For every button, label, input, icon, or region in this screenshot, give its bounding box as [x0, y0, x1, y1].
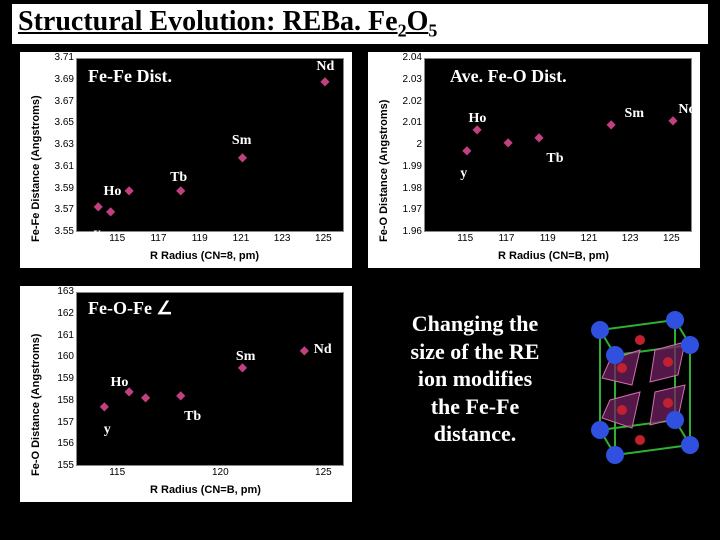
data-point: ◆: [125, 186, 133, 194]
xlabel: R Radius (CN=8, pm): [150, 250, 259, 262]
y-tick: 3.63: [44, 140, 74, 150]
crystal-structure-icon: [580, 300, 710, 470]
y-tick: 3.57: [44, 205, 74, 215]
data-point: ◆: [668, 116, 676, 124]
data-point: ◆: [176, 391, 184, 399]
point-label: Ho: [469, 111, 487, 127]
point-label: Tb: [184, 409, 201, 425]
x-tick: 117: [494, 234, 518, 244]
data-point: ◆: [141, 393, 149, 401]
point-label: Ho: [104, 184, 122, 200]
x-tick: 117: [146, 234, 170, 244]
point-label: Sm: [236, 349, 255, 365]
x-tick: 120: [208, 468, 232, 478]
y-tick: 2.01: [392, 118, 422, 128]
x-tick: 115: [105, 468, 129, 478]
y-tick: 159: [44, 374, 74, 384]
y-tick: 3.59: [44, 184, 74, 194]
y-tick: 1.97: [392, 205, 422, 215]
data-point: ◆: [503, 138, 511, 146]
y-tick: 160: [44, 352, 74, 362]
chart-fe-o-fe: Fe-O Distance (Angstroms) 15515615715815…: [20, 286, 352, 502]
y-tick: 156: [44, 439, 74, 449]
y-tick: 2.04: [392, 53, 422, 63]
y-tick: 157: [44, 418, 74, 428]
point-label: Tb: [170, 170, 187, 186]
point-label: Nd: [316, 59, 334, 75]
xlabel: R Radius (CN=B, pm): [498, 250, 609, 262]
data-point: ◆: [462, 146, 470, 154]
y-tick: 3.71: [44, 53, 74, 63]
y-tick: 3.61: [44, 162, 74, 172]
point-label: y: [460, 166, 467, 182]
point-label: Ho: [111, 375, 129, 391]
chart-title-fe-o-fe: Fe-O-Fe ∠: [88, 298, 173, 319]
data-point: ◆: [320, 77, 328, 85]
point-label: Sm: [625, 106, 644, 122]
y-tick: 2.03: [392, 75, 422, 85]
x-tick: 121: [577, 234, 601, 244]
data-point: ◆: [300, 346, 308, 354]
y-tick: 158: [44, 396, 74, 406]
x-tick: 125: [659, 234, 683, 244]
chart-fe-fe: Fe-Fe Distance (Angstroms) 3.553.573.593…: [20, 52, 352, 268]
data-point: ◆: [534, 133, 542, 141]
y-tick: 162: [44, 309, 74, 319]
x-tick: 125: [311, 234, 335, 244]
data-point: ◆: [106, 207, 114, 215]
data-point: ◆: [607, 120, 615, 128]
point-label: y: [104, 422, 111, 438]
slide-title: Structural Evolution: REBa. Fe2O5: [12, 4, 708, 44]
x-tick: 121: [229, 234, 253, 244]
chart-title-fe-o: Ave. Fe-O Dist.: [450, 66, 567, 87]
x-tick: 119: [188, 234, 212, 244]
y-tick: 3.65: [44, 118, 74, 128]
data-point: ◆: [238, 153, 246, 161]
x-tick: 119: [536, 234, 560, 244]
data-point: ◆: [94, 202, 102, 210]
caption: Changing the size of the RE ion modifies…: [380, 310, 570, 448]
data-point: ◆: [176, 186, 184, 194]
xlabel: R Radius (CN=B, pm): [150, 484, 261, 496]
x-tick: 123: [618, 234, 642, 244]
y-tick: 1.98: [392, 184, 422, 194]
y-tick: 2: [392, 140, 422, 150]
point-label: Tb: [546, 151, 563, 167]
point-label: Nd: [314, 342, 332, 358]
y-tick: 2.02: [392, 97, 422, 107]
point-label: Nd: [678, 102, 696, 118]
x-tick: 115: [453, 234, 477, 244]
x-tick: 125: [311, 468, 335, 478]
y-tick: 163: [44, 287, 74, 297]
data-point: ◆: [100, 402, 108, 410]
chart-title-fe-fe: Fe-Fe Dist.: [88, 66, 172, 87]
y-tick: 3.69: [44, 75, 74, 85]
x-tick: 115: [105, 234, 129, 244]
y-tick: 161: [44, 331, 74, 341]
y-tick: 1.99: [392, 162, 422, 172]
point-label: Sm: [232, 133, 251, 149]
y-tick: 3.67: [44, 97, 74, 107]
x-tick: 123: [270, 234, 294, 244]
